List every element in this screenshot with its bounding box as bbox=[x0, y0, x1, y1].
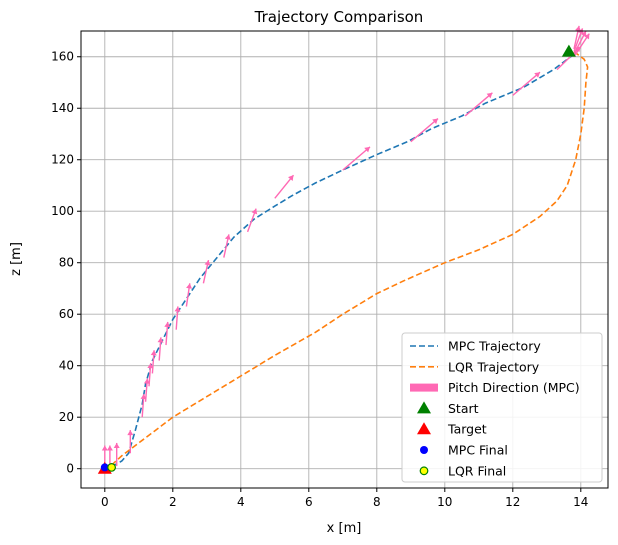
y-axis-label: z [m] bbox=[9, 242, 24, 276]
y-tick-label: 40 bbox=[59, 359, 74, 373]
y-axis-ticks: 0 20 40 60 80 100 120 140 160 bbox=[51, 50, 81, 476]
pitch-arrow bbox=[246, 208, 258, 233]
x-tick-label: 8 bbox=[373, 495, 381, 509]
pitch-arrow bbox=[342, 146, 371, 171]
x-tick-label: 10 bbox=[437, 495, 452, 509]
legend-item: Pitch Direction (MPC) bbox=[410, 380, 580, 395]
pitch-arrow bbox=[113, 442, 120, 467]
pitch-arrow bbox=[274, 174, 295, 199]
x-tick-label: 6 bbox=[305, 495, 313, 509]
pitch-arrow bbox=[164, 321, 171, 346]
chart-title: Trajectory Comparison bbox=[254, 8, 424, 26]
legend-item: Start bbox=[417, 401, 479, 416]
pitch-arrow bbox=[140, 393, 147, 418]
legend-item: LQR Trajectory bbox=[410, 359, 540, 374]
pitch-arrow bbox=[573, 30, 587, 55]
legend-item: LQR Final bbox=[419, 463, 506, 478]
legend-patch-swatch bbox=[410, 383, 438, 392]
x-axis-ticks: 0 2 4 6 8 10 12 14 bbox=[101, 488, 588, 509]
legend-box bbox=[401, 332, 603, 483]
pitch-arrow bbox=[223, 234, 231, 258]
pitch-arrow bbox=[150, 350, 157, 374]
pitch-arrow bbox=[464, 92, 493, 117]
y-tick-label: 140 bbox=[51, 101, 74, 115]
pitch-arrow bbox=[573, 33, 590, 58]
x-tick-label: 2 bbox=[169, 495, 177, 509]
y-tick-label: 160 bbox=[51, 50, 74, 64]
legend-item: MPC Final bbox=[420, 443, 508, 458]
marker-start bbox=[561, 44, 576, 57]
legend-label: Start bbox=[448, 401, 479, 416]
legend-marker-swatch bbox=[417, 401, 431, 414]
plot-frame bbox=[80, 30, 609, 489]
marker-lqr-final bbox=[107, 463, 116, 472]
grid-lines bbox=[81, 31, 608, 488]
x-tick-label: 14 bbox=[573, 495, 588, 509]
pitch-arrow bbox=[185, 283, 193, 307]
legend-item: MPC Trajectory bbox=[410, 339, 541, 354]
pitch-arrow bbox=[157, 337, 164, 361]
y-tick-label: 0 bbox=[66, 462, 74, 476]
pitch-arrow-layer bbox=[101, 25, 590, 469]
legend-item: Target bbox=[417, 422, 487, 437]
pitch-arrow bbox=[143, 378, 150, 402]
pitch-arrow bbox=[410, 118, 439, 143]
legend-label: LQR Final bbox=[448, 463, 506, 478]
y-tick-label: 20 bbox=[59, 410, 74, 424]
legend-label: Pitch Direction (MPC) bbox=[448, 380, 580, 395]
series-line-mpc bbox=[109, 53, 575, 469]
pitch-arrow bbox=[147, 363, 154, 387]
y-tick-label: 80 bbox=[59, 256, 74, 270]
x-tick-label: 4 bbox=[237, 495, 245, 509]
pitch-arrow bbox=[127, 430, 134, 454]
x-tick-label: 12 bbox=[505, 495, 520, 509]
pitch-arrow bbox=[202, 259, 211, 284]
pitch-arrow bbox=[512, 71, 541, 96]
marker-mpc-final bbox=[100, 463, 109, 472]
pitch-arrow bbox=[573, 25, 581, 50]
legend-label: MPC Trajectory bbox=[448, 339, 541, 354]
marker-layer bbox=[97, 44, 576, 474]
legend-label: LQR Trajectory bbox=[448, 359, 540, 374]
y-tick-label: 120 bbox=[51, 153, 74, 167]
y-tick-label: 100 bbox=[51, 204, 74, 218]
series-line-lqr bbox=[109, 50, 589, 468]
x-tick-label: 0 bbox=[101, 495, 109, 509]
x-axis-label: x [m] bbox=[327, 521, 362, 536]
legend-marker-swatch bbox=[419, 466, 429, 476]
pitch-arrow bbox=[174, 306, 181, 330]
legend-marker-swatch bbox=[417, 422, 431, 435]
series-layer bbox=[109, 50, 589, 469]
y-tick-label: 60 bbox=[59, 307, 74, 321]
legend: MPC Trajectory LQR Trajectory Pitch Direct… bbox=[401, 332, 603, 483]
legend-marker-swatch bbox=[420, 446, 428, 454]
legend-label: Target bbox=[447, 422, 487, 437]
legend-label: MPC Final bbox=[448, 443, 508, 458]
